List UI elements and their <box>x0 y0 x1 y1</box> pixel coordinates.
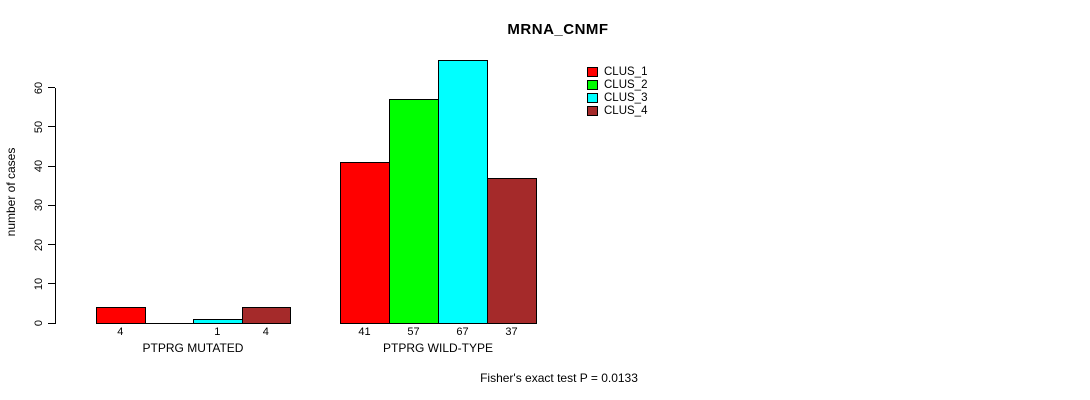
y-tick-label: 30 <box>33 199 45 212</box>
bar-clus_4 <box>241 307 291 324</box>
y-tick-mark <box>48 87 55 89</box>
y-axis-label: number of cases <box>4 147 18 237</box>
bar-clus_3 <box>193 319 243 324</box>
y-tick-label: 50 <box>33 120 45 133</box>
legend-swatch-icon <box>587 66 598 77</box>
bar-clus_1 <box>96 307 146 324</box>
y-tick-mark <box>48 244 55 246</box>
legend-item-clus_1: CLUS_1 <box>587 65 647 78</box>
group-label: PTPRG MUTATED <box>142 341 244 355</box>
chart-title: MRNA_CNMF <box>507 21 609 38</box>
bar-clus_3 <box>438 60 488 324</box>
bar-clus_1 <box>340 162 390 324</box>
y-tick-label: 10 <box>33 277 45 290</box>
legend-label: CLUS_1 <box>604 65 648 78</box>
y-axis-line <box>55 87 56 324</box>
bar-value-label: 37 <box>505 326 518 338</box>
bar-value-label: 57 <box>407 326 420 338</box>
annotation-text: Fisher's exact test P = 0.0133 <box>480 371 638 385</box>
legend-label: CLUS_4 <box>604 104 648 117</box>
legend-swatch-icon <box>587 79 598 90</box>
y-tick-label: 0 <box>33 319 45 327</box>
legend: CLUS_1 CLUS_2 CLUS_3 CLUS_4 <box>587 65 647 117</box>
bar-clus_4 <box>487 177 537 324</box>
bar-value-label: 1 <box>214 326 221 338</box>
y-tick-mark <box>48 322 55 324</box>
bar-value-label: 41 <box>358 326 371 338</box>
bar-value-label: 4 <box>262 326 269 338</box>
bar-value-label: 67 <box>456 326 469 338</box>
y-tick-mark <box>48 283 55 285</box>
legend-swatch-icon <box>587 92 598 103</box>
legend-item-clus_3: CLUS_3 <box>587 91 647 104</box>
y-tick-mark <box>48 204 55 206</box>
legend-swatch-icon <box>587 105 598 116</box>
y-tick-label: 20 <box>33 238 45 251</box>
y-tick-label: 40 <box>33 159 45 173</box>
group-label: PTPRG WILD-TYPE <box>382 341 494 355</box>
bar-clus_2 <box>389 99 439 324</box>
legend-label: CLUS_3 <box>604 91 648 104</box>
y-tick-mark <box>48 165 55 167</box>
legend-item-clus_2: CLUS_2 <box>587 78 647 91</box>
bar-value-label: 4 <box>117 326 124 338</box>
y-tick-label: 60 <box>33 81 45 94</box>
y-tick-mark <box>48 126 55 128</box>
legend-label: CLUS_2 <box>604 78 648 91</box>
legend-item-clus_4: CLUS_4 <box>587 104 647 117</box>
